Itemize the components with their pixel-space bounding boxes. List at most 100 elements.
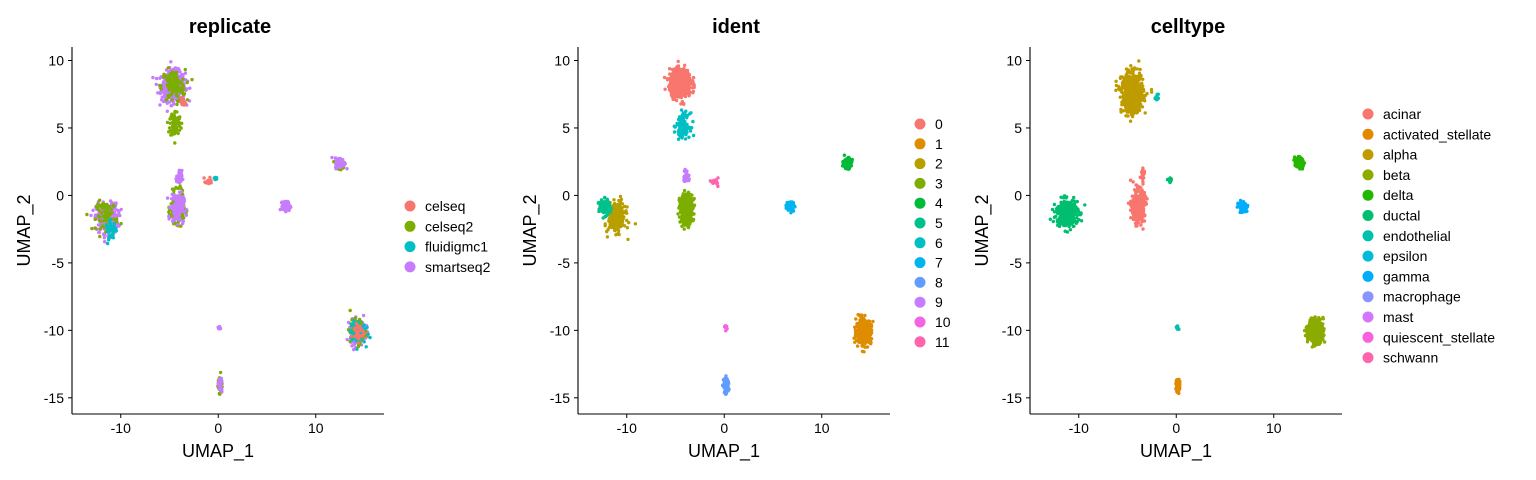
point-2 (603, 224, 607, 228)
point-9 (687, 178, 691, 183)
point-2 (618, 209, 622, 214)
point-1 (868, 339, 873, 344)
point-2 (605, 229, 609, 234)
point-smartseq2 (174, 204, 178, 209)
point-fluidigmc1 (108, 234, 112, 238)
point-smartseq2 (330, 155, 334, 160)
point-celseq2 (93, 226, 98, 231)
point-5 (598, 208, 603, 212)
point-2 (616, 228, 621, 233)
point-celseq2 (174, 80, 178, 84)
point-celseq2 (175, 99, 180, 103)
point-1 (861, 323, 865, 327)
point-2 (633, 222, 638, 226)
point-2 (622, 224, 627, 228)
point-celseq2 (175, 102, 179, 107)
point-celseq2 (102, 205, 107, 210)
point-5 (608, 210, 613, 214)
point-3 (681, 199, 685, 203)
point-fluidigmc1 (111, 227, 115, 231)
legend-swatch (914, 138, 926, 150)
point-6 (691, 133, 696, 138)
point-5 (600, 204, 604, 209)
point-2 (625, 226, 629, 230)
point-3 (684, 193, 689, 198)
point-0 (674, 70, 679, 75)
point-celseq2 (171, 79, 175, 84)
point-4 (848, 160, 853, 164)
point-celseq2 (108, 204, 112, 209)
point-smartseq2 (102, 236, 107, 240)
point-6 (676, 137, 681, 141)
point-1 (869, 324, 874, 329)
point-smartseq2 (177, 168, 182, 172)
point-0 (677, 73, 681, 77)
point-smartseq2 (352, 340, 356, 345)
point-fluidigmc1 (108, 218, 113, 222)
point-celseq2 (190, 77, 194, 82)
point-smartseq2 (218, 325, 222, 329)
legend-swatch (914, 217, 926, 229)
point-celseq (181, 100, 185, 105)
point-6 (688, 127, 692, 131)
point-2 (617, 217, 622, 221)
point-3 (679, 218, 684, 222)
point-smartseq2 (218, 377, 222, 381)
point-celseq2 (85, 212, 89, 217)
point-0 (681, 77, 685, 81)
point-5 (607, 203, 611, 207)
legend-label: 10 (935, 314, 951, 330)
point-smartseq2 (288, 205, 292, 209)
point-smartseq2 (179, 74, 183, 79)
point-smartseq2 (339, 165, 343, 169)
point-0 (674, 98, 679, 103)
point-4 (842, 153, 847, 157)
point-celseq2 (176, 116, 180, 120)
point-celseq2 (96, 206, 100, 210)
point-2 (618, 201, 622, 206)
point-smartseq2 (175, 66, 179, 71)
point-fluidigmc1 (114, 229, 119, 233)
point-alpha (1137, 59, 1141, 63)
y-tick-label: -5 (558, 255, 571, 271)
point-1 (863, 331, 867, 336)
legend-label: 3 (935, 175, 943, 191)
point-celseq2 (166, 94, 170, 98)
point-celseq2 (174, 91, 179, 95)
point-celseq (203, 180, 207, 184)
point-0 (683, 75, 688, 79)
point-fluidigmc1 (364, 345, 368, 349)
point-celseq2 (165, 120, 170, 125)
panel-title: ident (712, 16, 760, 38)
point-celseq2 (167, 130, 171, 134)
point-celseq2 (159, 87, 163, 91)
point-3 (680, 204, 684, 208)
legend-label: 6 (935, 235, 943, 251)
point-celseq2 (119, 221, 123, 226)
point-celseq2 (96, 214, 101, 218)
scatter-points (596, 59, 875, 396)
point-celseq2 (182, 87, 186, 92)
legend-label: 11 (935, 334, 950, 350)
point-smartseq2 (218, 382, 222, 386)
point-2 (611, 212, 615, 216)
point-8 (724, 386, 728, 391)
point-celseq2 (348, 308, 352, 313)
point-celseq (209, 178, 213, 182)
point-0 (691, 75, 696, 80)
point-5 (598, 201, 603, 205)
point-smartseq2 (154, 76, 159, 81)
point-celseq2 (170, 92, 174, 96)
point-2 (626, 237, 630, 242)
y-axis-label: UMAP_2 (14, 194, 35, 266)
point-fluidigmc1 (107, 228, 112, 233)
point-celseq2 (100, 219, 105, 223)
point-smartseq2 (350, 344, 354, 348)
point-2 (620, 217, 624, 221)
point-fluidigmc1 (108, 221, 113, 226)
legend-swatch (914, 118, 926, 130)
point-smartseq2 (352, 347, 356, 352)
point-smartseq2 (151, 75, 155, 80)
point-fluidigmc1 (112, 221, 116, 226)
point-0 (662, 75, 667, 80)
